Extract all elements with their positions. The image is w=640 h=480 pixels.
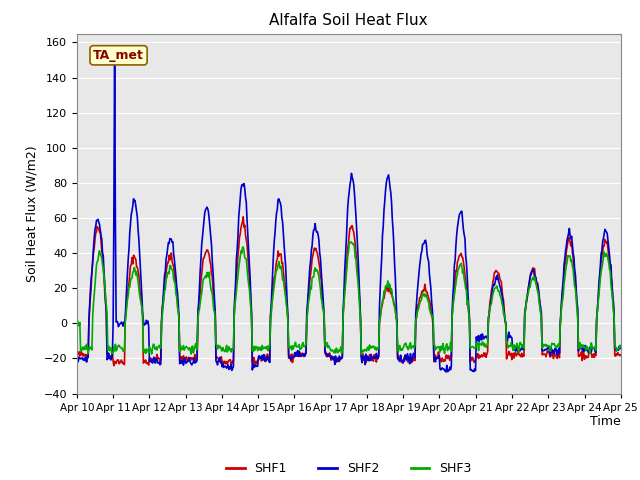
SHF2 — [617, 345, 625, 351]
SHF1 — [239, 214, 247, 220]
Legend: SHF1, SHF2, SHF3: SHF1, SHF2, SHF3 — [221, 457, 477, 480]
SHF3 — [358, 351, 365, 357]
SHF3 — [617, 344, 625, 349]
SHF1 — [73, 351, 81, 357]
SHF2 — [111, 47, 118, 52]
SHF3 — [139, 312, 147, 318]
SHF1 — [83, 356, 90, 362]
SHF3 — [223, 342, 230, 348]
SHF2 — [442, 369, 450, 375]
SHF1 — [194, 319, 202, 324]
SHF1 — [252, 363, 259, 369]
SHF3 — [83, 341, 90, 347]
SHF2 — [195, 301, 202, 307]
Line: SHF3: SHF3 — [77, 242, 621, 354]
SHF2 — [431, 359, 439, 365]
SHF1 — [433, 356, 440, 362]
SHF3 — [347, 239, 355, 245]
SHF2 — [223, 364, 231, 370]
Text: TA_met: TA_met — [93, 49, 144, 62]
SHF1 — [223, 359, 230, 365]
SHF3 — [73, 319, 81, 325]
SHF2 — [140, 318, 147, 324]
SHF2 — [73, 355, 81, 360]
Line: SHF1: SHF1 — [77, 217, 621, 366]
SHF2 — [83, 359, 90, 365]
Title: Alfalfa Soil Heat Flux: Alfalfa Soil Heat Flux — [269, 13, 428, 28]
SHF3 — [417, 299, 424, 305]
SHF3 — [433, 345, 440, 350]
X-axis label: Time: Time — [590, 415, 621, 429]
SHF2 — [416, 264, 424, 270]
SHF1 — [417, 294, 424, 300]
SHF1 — [617, 352, 625, 358]
Line: SHF2: SHF2 — [77, 49, 621, 372]
SHF1 — [139, 313, 147, 319]
Y-axis label: Soil Heat Flux (W/m2): Soil Heat Flux (W/m2) — [25, 145, 38, 282]
SHF3 — [194, 318, 202, 324]
